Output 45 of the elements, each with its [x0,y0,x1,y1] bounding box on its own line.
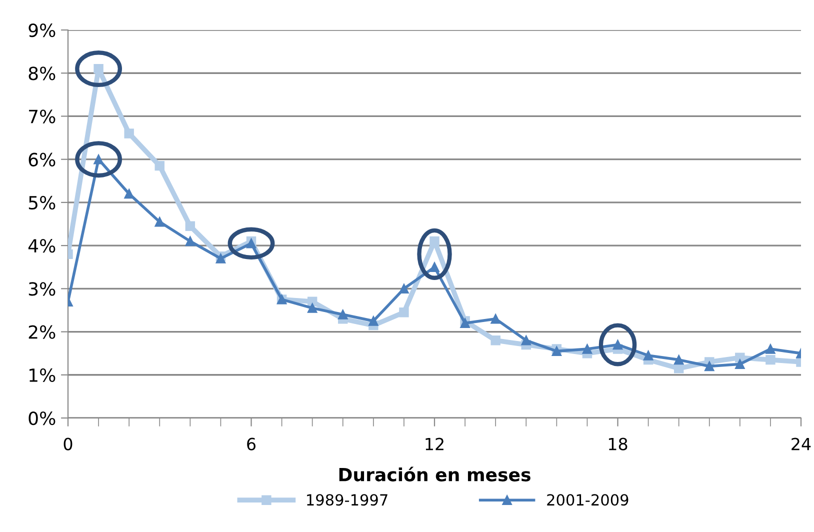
y-tick-label: 2% [28,325,56,339]
point [307,303,318,313]
point [154,160,164,171]
point [185,236,196,246]
y-tick-label: 1% [30,368,56,382]
x-axis-title: Duración en meses [339,466,530,482]
x-tick-label: 0 [64,438,72,450]
point [490,336,500,346]
point [216,254,226,264]
y-tick-label: 7% [29,110,56,124]
point [124,188,134,199]
point [674,364,684,374]
y-tick-label: 5% [28,196,56,210]
point [582,344,592,354]
point [460,318,470,328]
point [430,236,440,246]
point [490,314,500,324]
point [766,354,776,365]
point [185,221,196,232]
legend-label: 1989-1997 [307,494,388,506]
point [552,346,562,356]
point [154,216,164,227]
point [430,262,440,272]
point [338,310,348,320]
point [674,354,684,365]
legend-label: 2001-2009 [547,494,628,506]
point [643,350,654,360]
y-tick-label: 6% [28,152,56,166]
point [399,284,409,294]
x-tick-label: 6 [247,438,256,450]
point [124,128,134,138]
y-tick-label: 0% [28,411,56,426]
point [704,361,714,372]
x-tick-label: 24 [792,438,811,450]
y-tick-label: 8% [28,66,56,80]
point [766,344,776,354]
point [735,359,745,369]
point [368,316,378,326]
y-tick-label: 4% [28,239,56,253]
point [521,336,531,346]
point [399,308,409,318]
y-tick-label: 3% [28,282,56,296]
y-tick-label: 9% [28,23,56,38]
x-tick-label: 18 [608,438,628,450]
x-tick-label: 12 [426,438,444,450]
